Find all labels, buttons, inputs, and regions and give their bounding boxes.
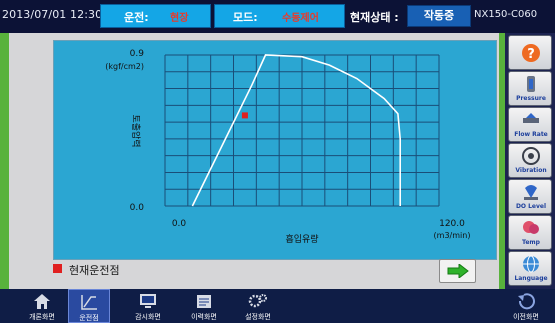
temperature-icon bbox=[523, 221, 539, 234]
run-mode-block[interactable]: 운전: 현장 bbox=[100, 4, 211, 28]
arrow-right-icon bbox=[447, 264, 469, 278]
nav-label-operating-point: 운전점 bbox=[79, 314, 99, 322]
sidebar-label-vibration: Vibration bbox=[515, 167, 547, 174]
back-icon bbox=[518, 293, 535, 310]
sidebar-label-pressure: Pressure bbox=[516, 95, 546, 102]
sidebar-help-button[interactable]: ? bbox=[508, 35, 552, 70]
x-max-tick-label: 120.0 bbox=[439, 219, 465, 229]
run-label: 운전: bbox=[124, 11, 149, 24]
y-max-tick-label: 0.9 bbox=[130, 49, 145, 59]
status-label: 현재상태 : bbox=[350, 11, 399, 24]
sidebar-flow-rate-button[interactable]: Flow Rate bbox=[508, 107, 552, 142]
mode-value: 수동제어 bbox=[282, 13, 319, 24]
pressure-gauge-icon bbox=[527, 76, 535, 92]
svg-text:?: ? bbox=[527, 47, 535, 62]
right-sidebar: ? Pressure Flow Rate Vibration DO Level bbox=[505, 33, 555, 289]
sidebar-label-language: Language bbox=[514, 275, 548, 282]
next-button[interactable] bbox=[439, 259, 476, 283]
nav-item-back[interactable]: 이전화면 bbox=[503, 289, 549, 323]
nav-item-home[interactable]: 개론화면 bbox=[22, 289, 62, 323]
datetime: 2013/07/01 12:30 bbox=[2, 8, 103, 21]
sidebar-label-do-level: DO Level bbox=[515, 203, 547, 210]
current-operating-point bbox=[241, 112, 248, 119]
sidebar-vibration-button[interactable]: Vibration bbox=[508, 143, 552, 178]
y-min-tick-label: 0.0 bbox=[130, 203, 145, 213]
x-min-tick-label: 0.0 bbox=[172, 219, 187, 229]
run-value: 현장 bbox=[170, 13, 189, 24]
home-icon bbox=[34, 294, 50, 309]
sidebar-temp-button[interactable]: Temp bbox=[508, 215, 552, 250]
bottom-nav: 개론화면 운전점 감시화면 이력화면 설정화면 bbox=[0, 289, 555, 323]
nav-label-history: 이력화면 bbox=[191, 313, 217, 321]
nav-label-home: 개론화면 bbox=[29, 313, 55, 321]
content-area: 0.9 (kgf/cm2) 0.0 0.0 120.0 (m3/min) 흡입유량 토출압력 … bbox=[9, 33, 499, 289]
x-axis-title: 흡입유량 bbox=[285, 233, 318, 245]
sidebar-label-flow-rate: Flow Rate bbox=[514, 131, 548, 138]
legend-swatch bbox=[53, 264, 62, 273]
nav-label-settings: 설정화면 bbox=[245, 313, 271, 321]
status-value: 작동중 bbox=[407, 5, 471, 27]
nav-item-monitor[interactable]: 감시화면 bbox=[127, 289, 169, 323]
nav-label-monitor: 감시화면 bbox=[135, 313, 161, 321]
header-bar: 2013/07/01 12:30 운전: 현장 모드: 수동제어 현재상태 : … bbox=[0, 0, 555, 33]
model-name: NX150-C060 bbox=[474, 9, 538, 20]
legend-label: 현재운전점 bbox=[69, 264, 120, 277]
sidebar-label-temp: Temp bbox=[522, 239, 540, 246]
nav-item-operating-point[interactable]: 운전점 bbox=[68, 289, 110, 323]
y-axis-title: 토출압력 bbox=[130, 114, 142, 147]
chart-svg: 0.9 (kgf/cm2) 0.0 0.0 120.0 (m3/min) 흡입유량 토출압력 bbox=[105, 49, 471, 245]
sidebar-do-level-button[interactable]: DO Level bbox=[508, 179, 552, 214]
x-unit-label: (m3/min) bbox=[434, 231, 471, 240]
history-icon bbox=[197, 295, 211, 308]
flow-rate-icon bbox=[523, 113, 539, 123]
nav-label-back: 이전화면 bbox=[513, 313, 539, 321]
sidebar-pressure-button[interactable]: Pressure bbox=[508, 71, 552, 106]
chart-icon bbox=[81, 295, 97, 310]
y-unit-label: (kgf/cm2) bbox=[105, 62, 144, 71]
performance-curve-line bbox=[191, 54, 401, 207]
control-mode-block[interactable]: 모드: 수동제어 bbox=[214, 4, 345, 28]
sidebar-language-button[interactable]: Language bbox=[508, 251, 552, 286]
nav-item-history[interactable]: 이력화면 bbox=[183, 289, 225, 323]
do-level-icon bbox=[524, 185, 538, 200]
vibration-icon bbox=[522, 147, 540, 165]
operating-point-chart: 0.9 (kgf/cm2) 0.0 0.0 120.0 (m3/min) 흡입유량 토출압력 bbox=[53, 40, 497, 260]
mode-label: 모드: bbox=[233, 11, 258, 24]
language-icon bbox=[523, 255, 539, 273]
help-icon: ? bbox=[522, 44, 540, 62]
nav-item-settings[interactable]: 설정화면 bbox=[236, 289, 280, 323]
settings-icon bbox=[248, 294, 267, 308]
monitor-icon bbox=[140, 294, 156, 308]
main-panel: 0.9 (kgf/cm2) 0.0 0.0 120.0 (m3/min) 흡입유량 토출압력 … bbox=[0, 33, 505, 289]
